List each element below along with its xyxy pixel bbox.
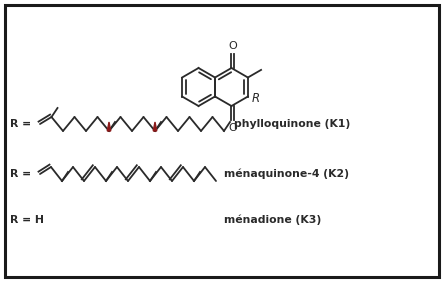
- Text: O: O: [228, 123, 237, 133]
- Text: R =: R =: [10, 169, 31, 179]
- Text: ménaquinone-4 (K2): ménaquinone-4 (K2): [224, 169, 349, 179]
- Text: phylloquinone (K1): phylloquinone (K1): [234, 119, 350, 129]
- Text: R =: R =: [10, 119, 31, 129]
- Polygon shape: [153, 122, 157, 131]
- Text: R: R: [252, 92, 260, 105]
- Polygon shape: [107, 122, 111, 131]
- Text: O: O: [228, 41, 237, 51]
- FancyBboxPatch shape: [5, 5, 439, 277]
- Text: ménadione (K3): ménadione (K3): [224, 215, 321, 225]
- Text: R = H: R = H: [10, 215, 44, 225]
